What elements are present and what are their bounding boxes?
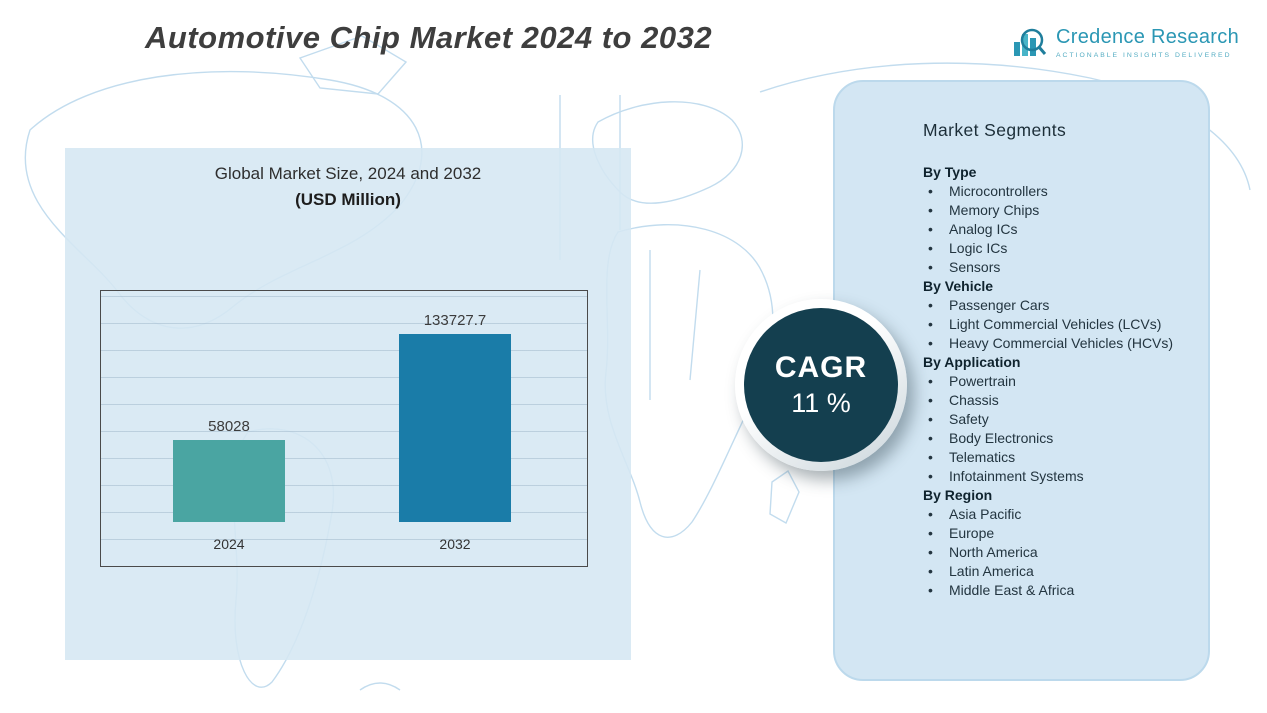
segment-heading: By Region bbox=[923, 487, 993, 503]
cagr-circle: CAGR 11 % bbox=[744, 308, 898, 462]
bullet-icon: • bbox=[928, 430, 933, 446]
bullet-icon: • bbox=[928, 240, 933, 256]
segment-item-label: Microcontrollers bbox=[949, 183, 1048, 199]
chart-panel: Global Market Size, 2024 and 2032 (USD M… bbox=[65, 148, 631, 660]
segment-item-label: Logic ICs bbox=[949, 240, 1008, 256]
bullet-icon: • bbox=[928, 506, 933, 522]
bullet-icon: • bbox=[928, 202, 933, 218]
segment-item-label: Powertrain bbox=[949, 373, 1016, 389]
segments-title: Market Segments bbox=[923, 120, 1067, 140]
segment-item: • Sensors bbox=[923, 258, 1188, 277]
segment-item: • North America bbox=[923, 543, 1188, 562]
bullet-icon: • bbox=[928, 335, 933, 351]
bar-chart: 58028 2024 133727.7 2032 bbox=[100, 290, 588, 567]
brand-tagline: Actionable Insights Delivered bbox=[1056, 52, 1232, 59]
bar-value-label: 133727.7 bbox=[423, 312, 487, 329]
segment-item-label: Infotainment Systems bbox=[949, 468, 1084, 484]
brand-name: Credence Research bbox=[1056, 26, 1239, 48]
bar-category-label: 2024 bbox=[213, 536, 245, 552]
bar-2032 bbox=[399, 334, 511, 522]
segment-heading: By Application bbox=[923, 354, 1021, 370]
segment-heading: By Vehicle bbox=[923, 278, 994, 294]
segment-item: • Infotainment Systems bbox=[923, 467, 1188, 486]
segment-item: • Light Commercial Vehicles (LCVs) bbox=[923, 315, 1188, 334]
bullet-icon: • bbox=[928, 316, 933, 332]
segment-item-label: Heavy Commercial Vehicles (HCVs) bbox=[949, 335, 1174, 351]
brand-text: Credence Research Actionable Insights De… bbox=[1056, 26, 1239, 59]
segment-item: • Powertrain bbox=[923, 372, 1188, 391]
segment-item-label: Body Electronics bbox=[949, 430, 1054, 446]
segment-item-label: Sensors bbox=[949, 259, 1001, 275]
segment-heading: By Type bbox=[923, 164, 977, 180]
segment-item-label: Middle East & Africa bbox=[949, 582, 1075, 598]
bar-2024 bbox=[173, 440, 285, 522]
bar-chart-magnifier-icon bbox=[1014, 28, 1047, 56]
segment-item: • Europe bbox=[923, 524, 1188, 543]
cagr-label: CAGR bbox=[774, 351, 868, 384]
segment-item-label: Memory Chips bbox=[949, 202, 1040, 218]
bullet-icon: • bbox=[928, 563, 933, 579]
page-title: Automotive Chip Market 2024 to 2032 bbox=[145, 20, 713, 55]
bullet-icon: • bbox=[928, 392, 933, 408]
brand-logo: Credence Research Actionable Insights De… bbox=[1010, 26, 1239, 62]
segment-item: • Memory Chips bbox=[923, 201, 1188, 220]
bullet-icon: • bbox=[928, 411, 933, 427]
segment-item: • Asia Pacific bbox=[923, 505, 1188, 524]
segment-item: • Chassis bbox=[923, 391, 1188, 410]
bullet-icon: • bbox=[928, 297, 933, 313]
bar-category-label: 2032 bbox=[439, 536, 471, 552]
segment-item: • Telematics bbox=[923, 448, 1188, 467]
bar-group-2032: 133727.7 2032 bbox=[399, 291, 511, 566]
bullet-icon: • bbox=[928, 221, 933, 237]
bullet-icon: • bbox=[928, 544, 933, 560]
segment-item: • Body Electronics bbox=[923, 429, 1188, 448]
segment-item-label: Asia Pacific bbox=[949, 506, 1022, 522]
bullet-icon: • bbox=[928, 259, 933, 275]
segment-item: • Safety bbox=[923, 410, 1188, 429]
segment-item-label: Analog ICs bbox=[949, 221, 1018, 237]
chart-title: Global Market Size, 2024 and 2032 bbox=[214, 164, 482, 183]
bar-group-2024: 58028 2024 bbox=[173, 291, 285, 566]
segment-item-label: Passenger Cars bbox=[949, 297, 1050, 313]
bullet-icon: • bbox=[928, 183, 933, 199]
bar-value-label: 58028 bbox=[208, 418, 250, 435]
segments-sections: By Type • Microcontrollers • Memory Chips • An… bbox=[923, 163, 1188, 600]
bullet-icon: • bbox=[928, 582, 933, 598]
segment-item: • Passenger Cars bbox=[923, 296, 1188, 315]
bullet-icon: • bbox=[928, 449, 933, 465]
segment-item: • Analog ICs bbox=[923, 220, 1188, 239]
segment-item: • Microcontrollers bbox=[923, 182, 1188, 201]
segment-item-label: Latin America bbox=[949, 563, 1034, 579]
segment-item-label: Safety bbox=[949, 411, 989, 427]
segment-item-label: Light Commercial Vehicles (LCVs) bbox=[949, 316, 1162, 332]
bullet-icon: • bbox=[928, 525, 933, 541]
segment-item: • Heavy Commercial Vehicles (HCVs) bbox=[923, 334, 1188, 353]
bullet-icon: • bbox=[928, 468, 933, 484]
segment-item-label: Europe bbox=[949, 525, 995, 541]
chart-subtitle: (USD Million) bbox=[295, 190, 401, 209]
segment-item: • Latin America bbox=[923, 562, 1188, 581]
segment-item-label: Telematics bbox=[949, 449, 1016, 465]
segment-item-label: Chassis bbox=[949, 392, 999, 408]
bullet-icon: • bbox=[928, 373, 933, 389]
cagr-badge: CAGR 11 % bbox=[735, 299, 907, 471]
segment-item-label: North America bbox=[949, 544, 1038, 560]
segment-item: • Middle East & Africa bbox=[923, 581, 1188, 600]
cagr-value: 11 % bbox=[791, 388, 851, 418]
segment-item: • Logic ICs bbox=[923, 239, 1188, 258]
